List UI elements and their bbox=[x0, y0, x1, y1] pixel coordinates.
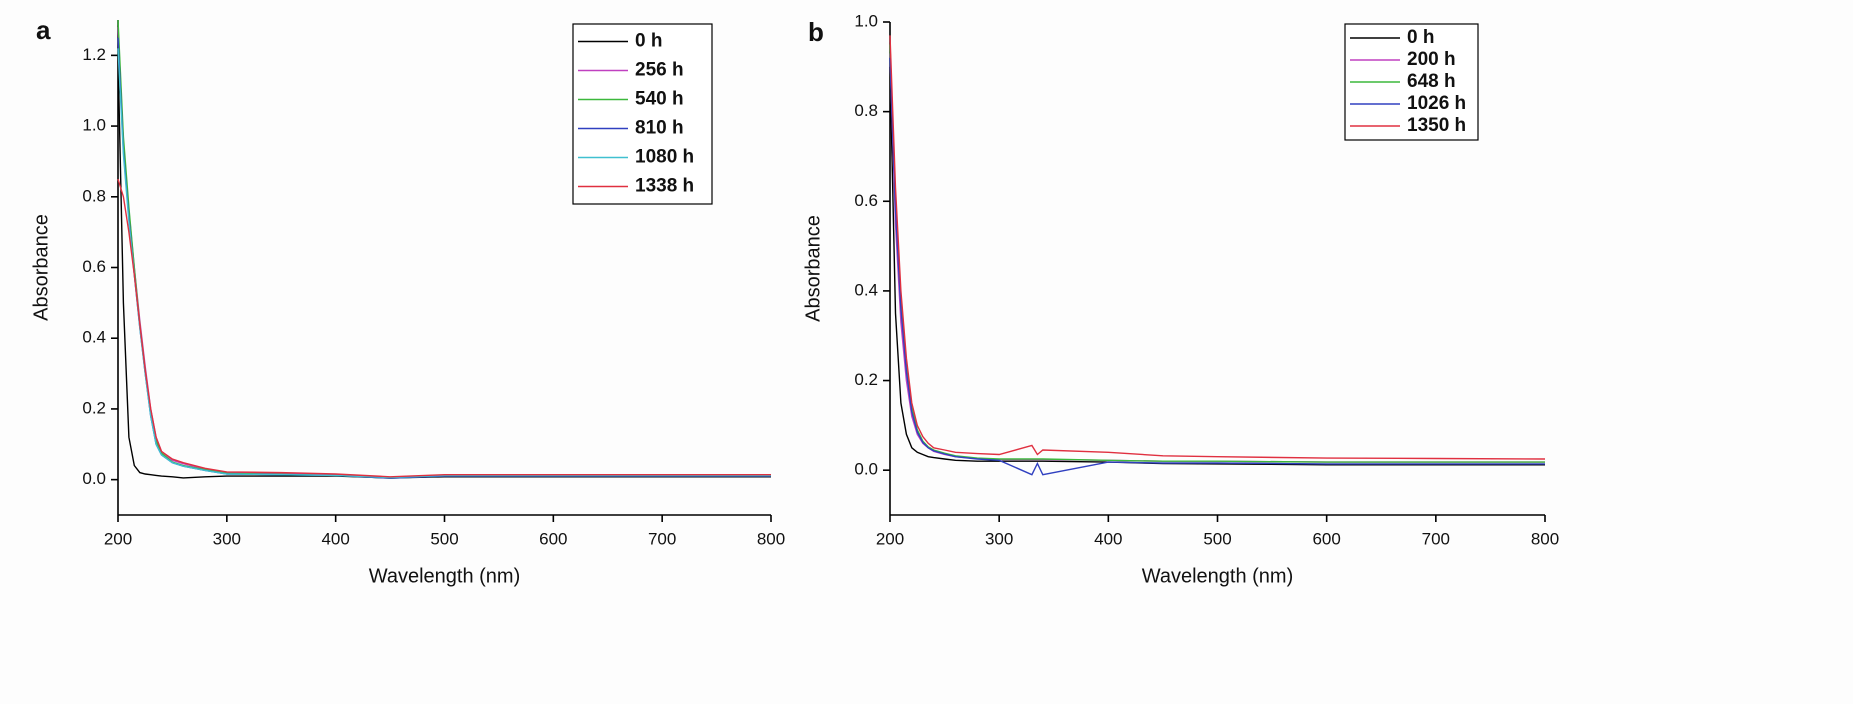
legend-label: 0 h bbox=[1407, 27, 1434, 48]
legend-label: 256 h bbox=[635, 60, 684, 81]
y-tick-label: 0.8 bbox=[854, 101, 878, 120]
x-tick-label: 200 bbox=[104, 529, 132, 548]
legend-label: 1026 h bbox=[1407, 93, 1466, 114]
x-tick-label: 400 bbox=[1094, 529, 1122, 548]
x-tick-label: 500 bbox=[1203, 529, 1231, 548]
y-tick-label: 1.0 bbox=[82, 116, 106, 135]
legend-label: 0 h bbox=[635, 31, 662, 52]
y-tick-label: 0.2 bbox=[82, 398, 106, 417]
x-axis-label: Wavelength (nm) bbox=[369, 565, 521, 587]
legend-label: 1338 h bbox=[635, 176, 694, 197]
legend-label: 810 h bbox=[635, 118, 684, 139]
y-tick-label: 0.8 bbox=[82, 186, 106, 205]
y-tick-label: 0.4 bbox=[854, 280, 878, 299]
x-tick-label: 800 bbox=[1531, 529, 1559, 548]
legend-label: 200 h bbox=[1407, 49, 1456, 70]
y-tick-label: 0.2 bbox=[854, 370, 878, 389]
x-tick-label: 300 bbox=[213, 529, 241, 548]
y-tick-label: 0.6 bbox=[854, 191, 878, 210]
y-tick-label: 0.0 bbox=[854, 460, 878, 479]
x-tick-label: 600 bbox=[539, 529, 567, 548]
x-tick-label: 600 bbox=[1312, 529, 1340, 548]
y-tick-label: 0.4 bbox=[82, 328, 106, 347]
x-tick-label: 700 bbox=[1422, 529, 1450, 548]
legend-label: 540 h bbox=[635, 89, 684, 110]
x-tick-label: 400 bbox=[321, 529, 349, 548]
legend-label: 1350 h bbox=[1407, 115, 1466, 136]
x-tick-label: 300 bbox=[985, 529, 1013, 548]
legend-label: 1080 h bbox=[635, 147, 694, 168]
panel-label: a bbox=[36, 15, 51, 45]
x-axis-label: Wavelength (nm) bbox=[1142, 565, 1294, 587]
x-tick-label: 700 bbox=[648, 529, 676, 548]
x-tick-label: 800 bbox=[757, 529, 785, 548]
y-axis-label: Absorbance bbox=[30, 214, 52, 321]
y-tick-label: 0.6 bbox=[82, 257, 106, 276]
y-axis-label: Absorbance bbox=[802, 215, 824, 322]
legend-label: 648 h bbox=[1407, 71, 1456, 92]
y-tick-label: 0.0 bbox=[82, 469, 106, 488]
x-tick-label: 200 bbox=[876, 529, 904, 548]
series-line bbox=[889, 57, 1545, 476]
y-tick-label: 1.0 bbox=[854, 11, 878, 30]
series-line bbox=[889, 66, 1545, 466]
panel-label: b bbox=[808, 17, 824, 47]
x-tick-label: 500 bbox=[430, 529, 458, 548]
series-line bbox=[117, 178, 771, 478]
series-line bbox=[889, 35, 1546, 460]
y-tick-label: 1.2 bbox=[82, 45, 106, 64]
legend-box bbox=[572, 23, 713, 205]
